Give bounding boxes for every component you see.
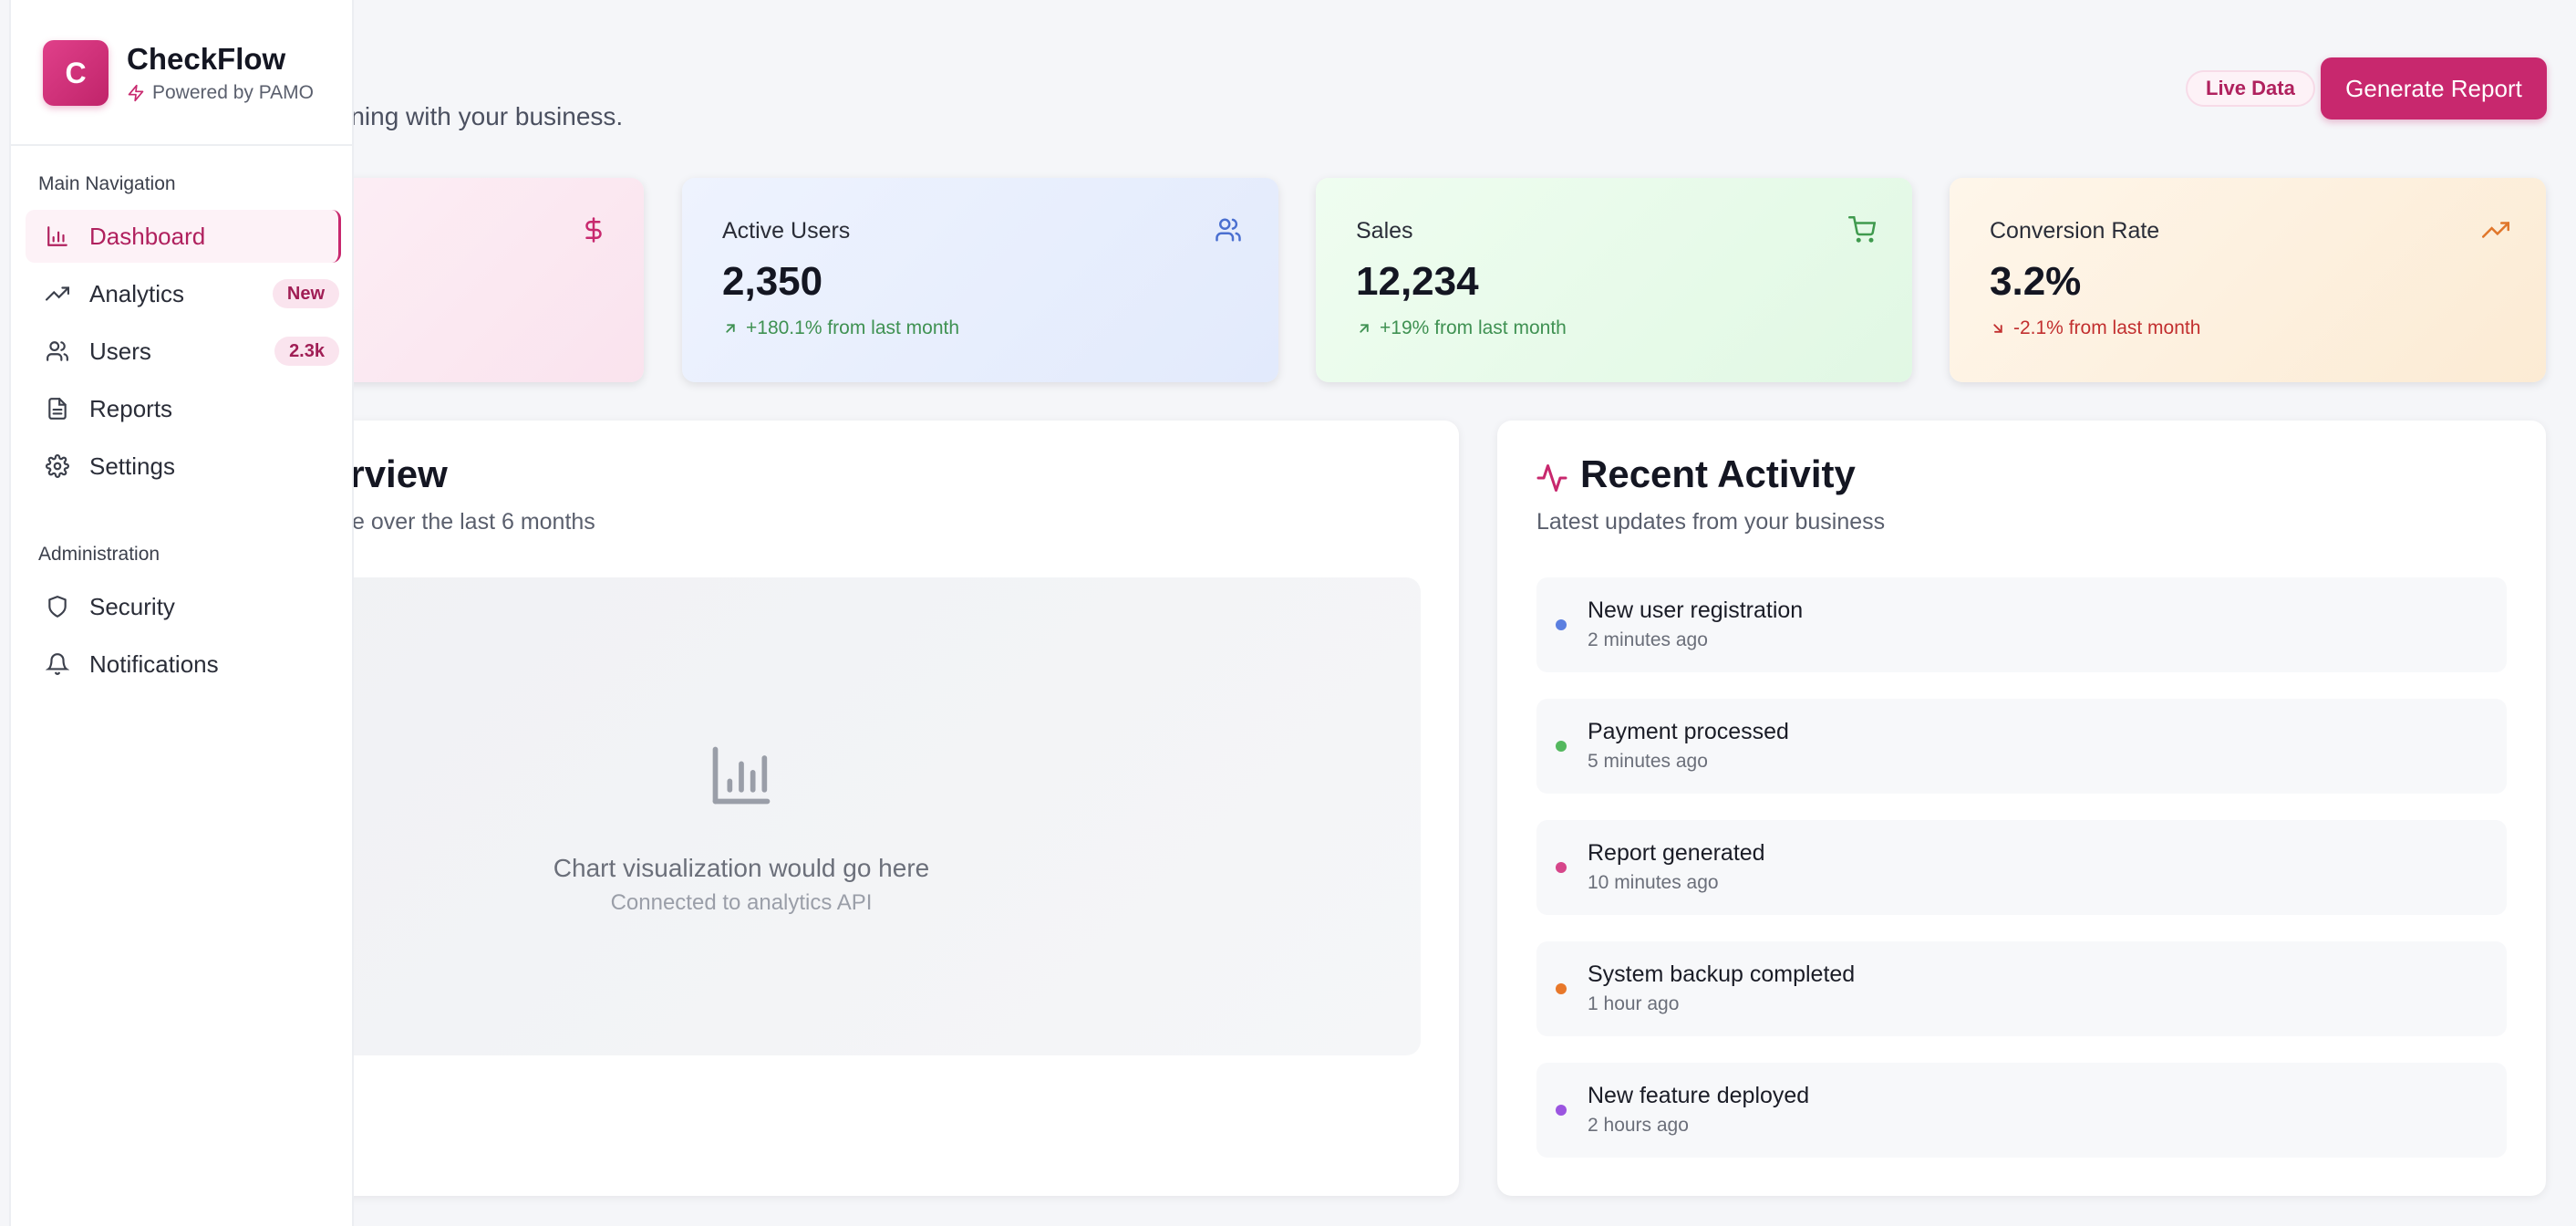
dollar-icon <box>585 217 602 243</box>
generate-report-button[interactable]: Generate Report <box>2321 57 2547 119</box>
sidebar-item-label: Reports <box>89 394 173 422</box>
stat-change-text: +19% from last month <box>1380 317 1567 338</box>
activity-title: Report generated <box>1588 840 1765 866</box>
activity-time: 2 minutes ago <box>1588 629 1708 650</box>
trending-up-icon <box>2482 222 2509 238</box>
bell-icon <box>46 653 69 675</box>
status-dot <box>1556 741 1567 752</box>
administration-label: Administration <box>38 544 160 565</box>
arrow-up-right-icon <box>726 324 735 333</box>
stat-change: +19% from last month <box>1356 317 1872 339</box>
app-name: CheckFlow <box>127 42 286 76</box>
chart-placeholder-text: Chart visualization would go here <box>553 854 930 882</box>
activity-time: 1 hour ago <box>1588 993 1680 1014</box>
activity-title: New user registration <box>1588 597 1804 623</box>
sidebar-divider <box>11 144 354 146</box>
arrow-up-right-icon <box>1360 324 1369 333</box>
activity-item[interactable]: Report generated 10 minutes ago <box>1536 820 2507 915</box>
stat-change: +180.1% from last month <box>722 317 1238 339</box>
gear-icon <box>46 454 69 478</box>
recent-activity-title: Recent Activity <box>1580 452 1856 495</box>
main-navigation-label: Main Navigation <box>38 173 176 194</box>
sidebar-item-notifications[interactable]: Notifications <box>26 638 341 691</box>
recent-activity-subtitle: Latest updates from your business <box>1536 509 1886 535</box>
stat-change-text: +180.1% from last month <box>746 317 960 338</box>
lightning-icon <box>128 84 144 102</box>
overview-subtitle: e over the last 6 months <box>352 509 595 535</box>
sidebar-item-settings[interactable]: Settings <box>26 440 341 493</box>
stat-value: 3.2% <box>1990 259 2082 304</box>
users-icon <box>47 341 68 361</box>
live-data-badge: Live Data <box>2186 70 2315 107</box>
activity-item[interactable]: New feature deployed 2 hours ago <box>1536 1063 2507 1158</box>
chart-placeholder-subtext: Connected to analytics API <box>610 890 873 915</box>
status-dot <box>1556 862 1567 873</box>
status-dot <box>1556 983 1567 994</box>
stat-label: Conversion Rate <box>1990 218 2160 244</box>
activity-item[interactable]: System backup completed 1 hour ago <box>1536 941 2507 1036</box>
arrow-down-right-icon <box>1993 324 2002 333</box>
sidebar-item-label: Security <box>89 592 175 620</box>
stat-value: 2,350 <box>722 259 823 304</box>
status-dot <box>1556 1105 1567 1116</box>
stat-label: Active Users <box>722 218 851 244</box>
status-dot <box>1556 619 1567 630</box>
users-icon <box>1216 218 1241 242</box>
activity-icon <box>1536 464 1567 492</box>
chart-placeholder-area <box>182 577 1421 1055</box>
powered-by-text: Powered by PAMO <box>152 82 315 103</box>
activity-item[interactable]: Payment processed 5 minutes ago <box>1536 699 2507 794</box>
activity-time: 5 minutes ago <box>1588 751 1708 772</box>
shield-icon <box>48 596 67 618</box>
sidebar-item-reports[interactable]: Reports <box>26 382 341 435</box>
sidebar-item-security[interactable]: Security <box>26 580 341 633</box>
sidebar-item-users[interactable]: Users 2.3k <box>26 325 341 378</box>
sidebar-item-analytics[interactable]: Analytics New <box>26 267 341 320</box>
activity-time: 10 minutes ago <box>1588 872 1719 893</box>
active-users-stat-card: Active Users 2,350 +180.1% from last mon… <box>682 178 1278 382</box>
conversion-rate-stat-card: Conversion Rate 3.2% -2.1% from last mon… <box>1950 178 2546 382</box>
bar-chart-icon <box>47 226 67 246</box>
cart-icon <box>1848 216 1876 243</box>
stat-change-text: -2.1% from last month <box>2013 317 2201 338</box>
count-badge: 2.3k <box>274 337 339 366</box>
sidebar-item-label: Users <box>89 337 151 365</box>
activity-time: 2 hours ago <box>1588 1115 1689 1136</box>
new-badge: New <box>272 279 339 308</box>
stat-label: Sales <box>1356 218 1413 244</box>
activity-title: New feature deployed <box>1588 1083 1810 1108</box>
bar-chart-icon <box>712 746 771 805</box>
stat-change: -2.1% from last month <box>1990 317 2506 339</box>
app-logo[interactable]: C <box>43 40 109 106</box>
trending-up-icon <box>46 286 69 301</box>
file-icon <box>48 398 67 420</box>
sales-stat-card: Sales 12,234 +19% from last month <box>1316 178 1912 382</box>
stat-value: 12,234 <box>1356 259 1479 304</box>
activity-title: System backup completed <box>1588 961 1856 987</box>
sidebar-item-dashboard[interactable]: Dashboard <box>26 210 341 263</box>
activity-item[interactable]: New user registration 2 minutes ago <box>1536 577 2507 672</box>
sidebar-item-label: Notifications <box>89 649 219 678</box>
sidebar-item-label: Analytics <box>89 279 185 307</box>
sidebar-item-label: Settings <box>89 452 175 480</box>
powered-by: Powered by PAMO <box>127 82 314 104</box>
activity-title: Payment processed <box>1588 719 1789 744</box>
sidebar: C CheckFlow Powered by PAMO Main Navigat… <box>9 0 354 1226</box>
sidebar-item-label: Dashboard <box>89 222 206 250</box>
